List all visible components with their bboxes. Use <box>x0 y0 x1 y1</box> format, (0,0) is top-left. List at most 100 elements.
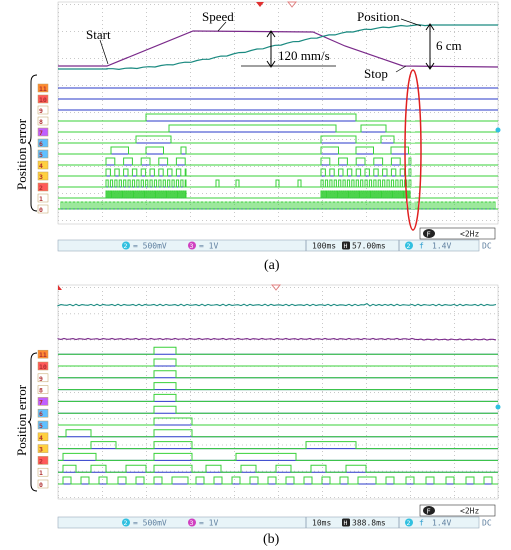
brace-b <box>28 352 38 492</box>
channel-label-8: 8 <box>39 118 43 126</box>
digital-pulses-8 <box>58 113 498 122</box>
freq-readout: <2Hz <box>460 230 479 239</box>
digital-pulses-3 <box>58 168 498 177</box>
digital-pulses-2 <box>58 179 498 188</box>
ch2-badge-label: 2 <box>124 242 128 250</box>
channel-marker-10 <box>37 94 49 104</box>
ch2-badge-label: 2 <box>124 519 128 527</box>
trigger-marker-icon <box>286 1 298 8</box>
ch3-scale: = 1V <box>199 242 218 251</box>
annotation-stop: Stop <box>364 66 388 81</box>
ch3-badge <box>188 518 196 527</box>
channel-marker-9 <box>37 105 49 115</box>
digital-pulses-0 <box>58 476 498 485</box>
ch3-badge-label: 3 <box>190 519 194 527</box>
channel-marker-0 <box>37 479 49 489</box>
speed-arrow-icon <box>266 30 276 68</box>
digital-pulses-4 <box>58 157 498 166</box>
scope-screen-a: 0 1 2 3 4 5 6 7 8 9 10 11 F <2Hz 2 = 500mV 3 = 1V 100ms H 57… <box>37 1 501 252</box>
trig-ch-label: 2 <box>407 242 411 250</box>
channel-marker-4 <box>37 432 49 442</box>
channel-label-0: 0 <box>39 481 43 489</box>
f-badge-label: F <box>427 508 431 516</box>
channel-marker-7 <box>37 397 49 406</box>
digital-pulses-5 <box>58 146 498 155</box>
speed-trace <box>58 30 499 68</box>
digital-pulses-11 <box>58 346 498 355</box>
trigger-marker-icon <box>256 2 264 7</box>
channel-label-1: 1 <box>39 469 43 477</box>
coupling: DC <box>482 519 492 528</box>
speed-pointer <box>217 21 227 32</box>
annotation-speed: Speed <box>202 9 234 24</box>
channel-label-2: 2 <box>39 184 43 192</box>
stop-spike <box>411 168 415 176</box>
channel-label-9: 9 <box>39 375 43 383</box>
annotation-position: Position <box>357 9 400 24</box>
digital-pulses-6 <box>58 135 498 144</box>
trigger-marker-icon <box>58 285 62 290</box>
channel-label-0: 0 <box>39 206 43 214</box>
digital-pulses-6 <box>58 405 498 414</box>
stop-spike <box>411 190 415 198</box>
channel-label-3: 3 <box>39 446 43 454</box>
channel-label-5: 5 <box>39 151 43 159</box>
channel-marker-10 <box>37 361 49 371</box>
channel-label-7: 7 <box>39 398 43 406</box>
digital-pulses-1 <box>58 464 498 473</box>
stop-spike <box>411 91 415 99</box>
channel-label-1: 1 <box>39 195 43 203</box>
timebase: 10ms <box>312 519 331 528</box>
stop-spike <box>411 102 415 110</box>
ch2-badge <box>122 518 130 527</box>
caption-a: (a) <box>264 258 280 273</box>
stop-spike <box>411 179 415 187</box>
channel-marker-0 <box>37 204 49 214</box>
annotation-speed-value: 120 mm/s <box>278 48 330 63</box>
channel-marker-8 <box>37 385 49 394</box>
grid <box>58 4 499 221</box>
trig-edge-icon: f <box>419 242 424 251</box>
channel-marker-5 <box>37 420 49 430</box>
channel-marker-11 <box>37 83 49 93</box>
channel-label-4: 4 <box>39 162 43 170</box>
ch2-badge <box>122 241 130 250</box>
trig-ch-badge <box>405 518 413 527</box>
delay: 57.00ms <box>352 242 386 251</box>
channel-marker-6 <box>37 138 49 148</box>
position-pointer <box>400 18 422 27</box>
channel-label-3: 3 <box>39 173 43 181</box>
digital-pulses-7 <box>58 393 498 402</box>
h-badge <box>342 241 350 250</box>
f-badge-label: F <box>427 231 431 239</box>
annotation-start: Start <box>86 27 111 42</box>
digital-pulses-0 <box>58 201 498 210</box>
digital-pulses-5 <box>58 417 498 426</box>
f-badge <box>423 506 435 515</box>
channel-label-11: 11 <box>39 351 47 359</box>
f-badge <box>423 229 435 238</box>
speed-trace <box>57 337 497 341</box>
channel-label-10: 10 <box>39 363 47 371</box>
digital-pulses-7 <box>58 124 498 133</box>
delay: 388.8ms <box>352 519 386 528</box>
scope-screen-b: 0 1 2 3 4 5 6 7 8 9 10 11 F <2Hz 2 = 500mV 3 = 1V 10ms H 388… <box>37 284 501 529</box>
channel-label-11: 11 <box>39 85 47 93</box>
h-badge <box>342 518 350 527</box>
position-arrow-icon <box>425 23 435 70</box>
channel-marker-9 <box>37 373 49 383</box>
channel-marker-7 <box>37 127 49 137</box>
brace-icon-a <box>28 74 38 212</box>
channel-marker-4 <box>37 160 49 170</box>
status-bar <box>57 516 480 529</box>
trig-ch-badge <box>405 241 413 250</box>
channel-marker-6 <box>37 408 49 418</box>
freq-readout: <2Hz <box>460 507 479 516</box>
stop-highlight-ellipse <box>404 69 422 231</box>
stop-spike <box>411 157 415 165</box>
coupling: DC <box>482 242 492 251</box>
stop-spike <box>411 124 415 132</box>
channel-marker-8 <box>37 116 49 126</box>
channel-marker-1 <box>37 193 49 203</box>
scope-panel-b: 0 1 2 3 4 5 6 7 8 9 10 11 F <2Hz 2 = 500mV 3 = 1V 10ms H 388… <box>36 283 501 530</box>
